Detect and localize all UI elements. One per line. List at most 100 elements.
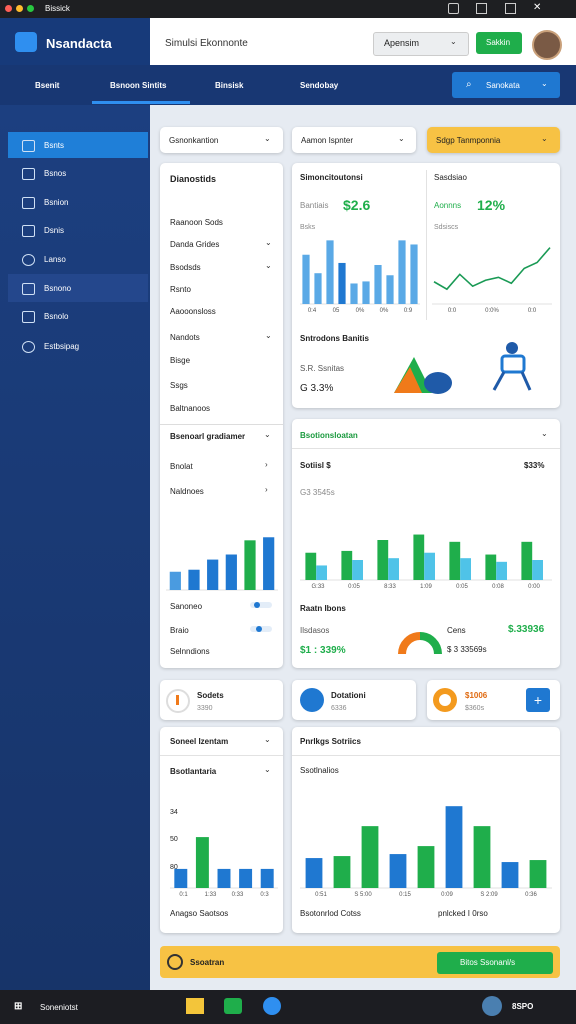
chevron: ⌄ bbox=[265, 238, 272, 247]
app-icon[interactable] bbox=[224, 998, 242, 1014]
sidebar-item[interactable]: Bsnts bbox=[44, 141, 65, 150]
list-item[interactable]: Rsnto bbox=[170, 285, 191, 294]
nav-button[interactable] bbox=[452, 72, 560, 98]
chevron: ⌄ bbox=[264, 765, 271, 774]
list-item[interactable]: Nandots bbox=[170, 333, 200, 342]
x-tick-label: 0:36 bbox=[525, 892, 537, 898]
sidebar-item[interactable]: Bsnono bbox=[44, 284, 72, 293]
start-label[interactable]: Soneniotst bbox=[40, 1003, 78, 1012]
card-title: Dianostids bbox=[170, 174, 217, 184]
bar bbox=[529, 860, 547, 888]
list-item[interactable]: Bsodsds bbox=[170, 263, 201, 272]
bar bbox=[388, 558, 399, 580]
bar bbox=[263, 537, 275, 590]
app-icon[interactable] bbox=[186, 998, 204, 1014]
win-icon[interactable] bbox=[448, 3, 459, 14]
sidebar-item[interactable]: Dsnis bbox=[44, 226, 65, 235]
x-tick-label: S 5:00 bbox=[354, 892, 372, 898]
sidebar-active bbox=[8, 132, 148, 158]
illustration bbox=[394, 357, 452, 394]
sidebar-icon bbox=[22, 197, 35, 209]
dropdown-label[interactable]: Soneel Izentam bbox=[170, 737, 229, 746]
divider bbox=[160, 424, 283, 425]
list-item[interactable]: Raanoon Sods bbox=[170, 218, 223, 227]
search-icon: ⌕ bbox=[466, 79, 472, 90]
tile-icon bbox=[300, 688, 324, 712]
sidebar-item[interactable]: Bsnos bbox=[44, 169, 67, 178]
bar bbox=[350, 283, 358, 304]
sidebar-item[interactable]: Bsnolo bbox=[44, 312, 69, 321]
list-item[interactable]: Baltnanoos bbox=[170, 404, 211, 413]
win-close[interactable]: ✕ bbox=[533, 2, 542, 13]
app-icon[interactable] bbox=[263, 997, 281, 1015]
nav-tab[interactable]: Bsnoon Sintits bbox=[110, 81, 167, 90]
filter-label: Aamon Ispnter bbox=[301, 136, 354, 145]
illustration bbox=[492, 342, 532, 391]
chevron: ⌄ bbox=[398, 134, 405, 143]
list-item[interactable]: Danda Grides bbox=[170, 240, 220, 249]
min-dot[interactable] bbox=[16, 5, 23, 12]
divider bbox=[160, 755, 283, 756]
filter-dropdown[interactable] bbox=[427, 127, 560, 153]
list-item[interactable]: Ssgs bbox=[170, 381, 188, 390]
bar bbox=[188, 569, 200, 590]
bar bbox=[361, 826, 379, 888]
bar-chart: 0:4 05 0% 0% 0:9 bbox=[300, 240, 420, 314]
toggle-label: Braio bbox=[170, 626, 189, 635]
start-icon[interactable]: ⊞ bbox=[14, 1001, 23, 1012]
x-tick-label: 0:33 bbox=[232, 892, 244, 898]
x-tick-label: S 2:09 bbox=[480, 892, 498, 898]
metric-label: Sotiisl $ bbox=[300, 461, 331, 470]
user-icon[interactable] bbox=[482, 996, 502, 1016]
dropdown-label: Apensim bbox=[384, 38, 420, 48]
toggle[interactable] bbox=[250, 602, 272, 608]
filter-dropdown[interactable] bbox=[292, 127, 416, 153]
add-button[interactable]: + bbox=[526, 688, 550, 712]
link[interactable]: Naldnoes bbox=[170, 487, 204, 496]
toggle[interactable] bbox=[250, 626, 272, 632]
dropdown[interactable] bbox=[373, 32, 469, 56]
x-tick-label: 8:33 bbox=[384, 584, 396, 590]
section-title[interactable]: Bsenoarl gradiamer bbox=[170, 432, 246, 441]
nav-tab[interactable]: Bsenit bbox=[35, 81, 60, 90]
gauge-value: $.33936 bbox=[508, 624, 545, 635]
button[interactable] bbox=[476, 32, 522, 54]
banner-icon bbox=[167, 954, 183, 970]
close-dot[interactable] bbox=[5, 5, 12, 12]
sidebar-item[interactable]: Lanso bbox=[44, 255, 66, 264]
max-dot[interactable] bbox=[27, 5, 34, 12]
filter-dropdown[interactable] bbox=[160, 127, 283, 153]
list-item[interactable]: Bisge bbox=[170, 356, 191, 365]
nav-tab[interactable]: Binsisk bbox=[215, 81, 244, 90]
avatar[interactable] bbox=[532, 30, 562, 60]
search-text[interactable]: Simulsi Ekonnonte bbox=[165, 38, 248, 49]
x-tick-label: G:33 bbox=[311, 584, 325, 590]
banner-button[interactable] bbox=[437, 952, 553, 974]
bar bbox=[352, 560, 363, 580]
x-tick-label: 0:9 bbox=[404, 308, 413, 314]
lower-left-card bbox=[160, 727, 283, 933]
bar bbox=[302, 254, 310, 304]
title-bar bbox=[0, 0, 576, 18]
gauge-label: Cens bbox=[447, 626, 466, 635]
link[interactable]: Bnolat bbox=[170, 462, 193, 471]
section-card bbox=[292, 419, 560, 668]
sidebar-item[interactable]: Bsnion bbox=[44, 198, 69, 207]
chart-sub: G3 3545s bbox=[300, 488, 335, 497]
metric: $2.6 bbox=[343, 197, 371, 213]
bar bbox=[338, 262, 346, 304]
bar bbox=[239, 868, 253, 888]
dropdown-label[interactable]: Bsotlantaria bbox=[170, 767, 217, 776]
win-icon[interactable] bbox=[505, 3, 516, 14]
card-title: Pnrlkgs Sotriics bbox=[300, 737, 361, 746]
section-title[interactable]: Bsotionsloatan bbox=[300, 431, 358, 440]
bar bbox=[496, 561, 507, 580]
line bbox=[433, 247, 551, 291]
list-item[interactable]: Aaooonsloss bbox=[170, 307, 216, 316]
nav-tab[interactable]: Sendobay bbox=[300, 81, 339, 90]
sidebar-item[interactable]: Estbsipag bbox=[44, 342, 80, 351]
win-icon[interactable] bbox=[476, 3, 487, 14]
x-tick-label: 0:0% bbox=[485, 308, 499, 314]
gauge-sub: $ 3 33569s bbox=[447, 645, 487, 654]
bar bbox=[460, 558, 471, 580]
